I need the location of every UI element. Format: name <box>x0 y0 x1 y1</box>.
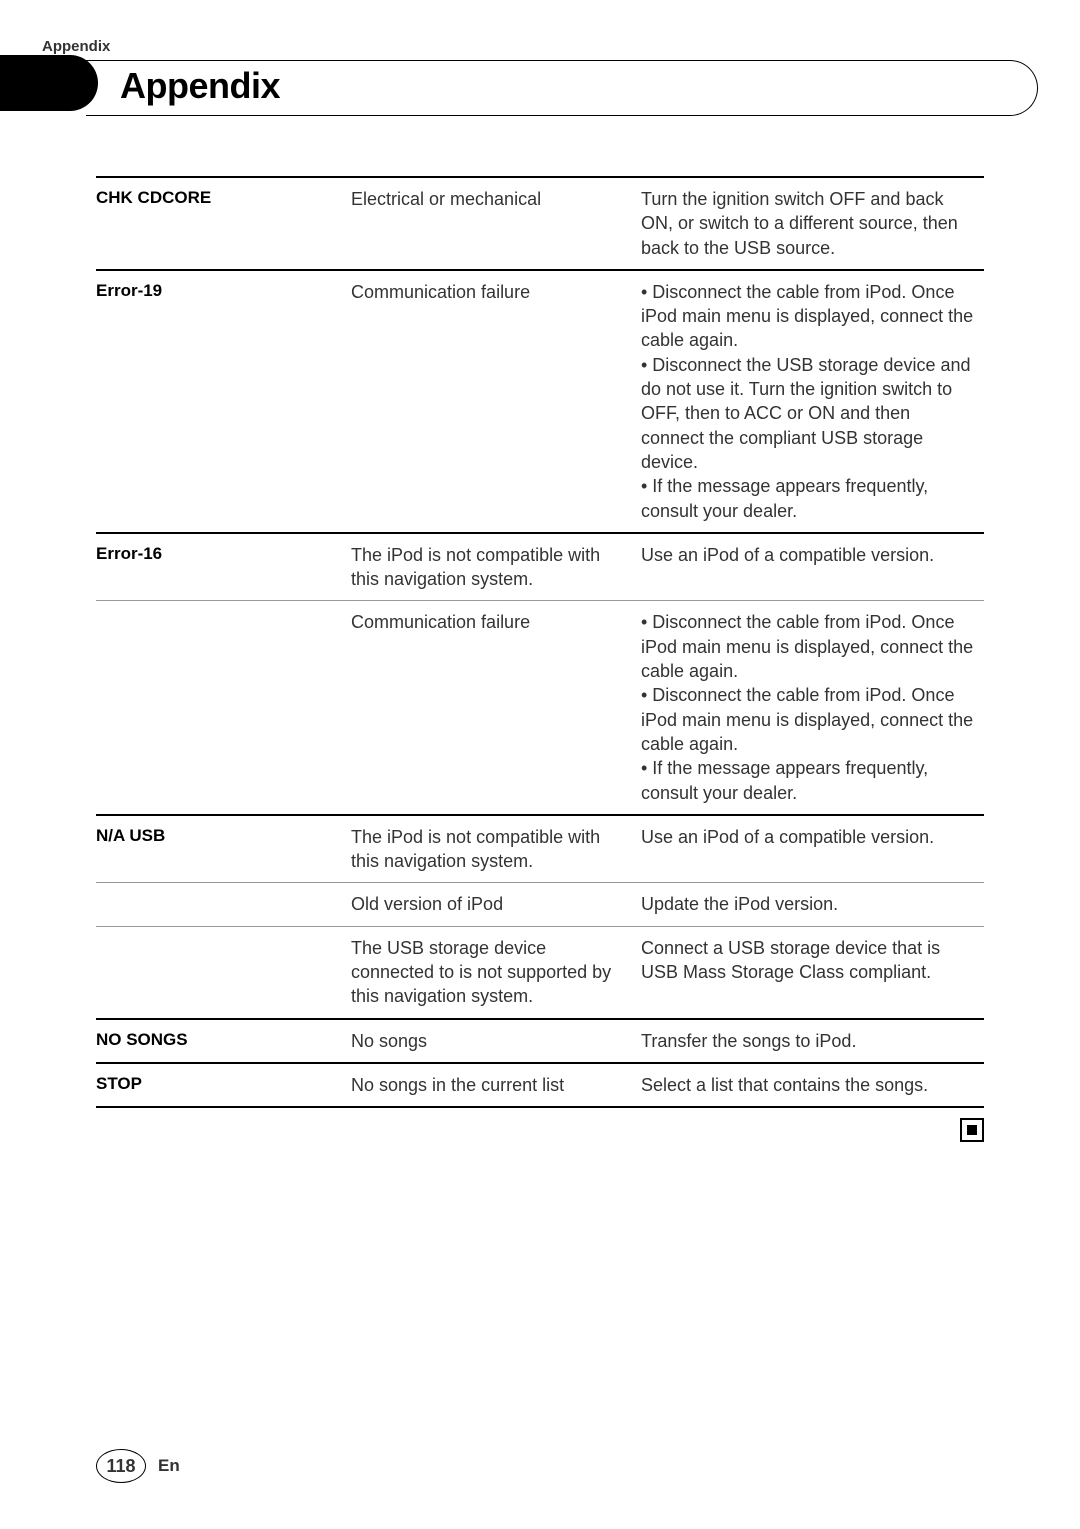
error-action: Turn the ignition switch OFF and back ON… <box>641 177 984 270</box>
error-code-label: CHK CDCORE <box>96 177 351 270</box>
table-row: N/A USBThe iPod is not compatible with t… <box>96 815 984 883</box>
error-code-label <box>96 601 351 815</box>
error-code-label: N/A USB <box>96 815 351 883</box>
error-action: Use an iPod of a compatible version. <box>641 815 984 883</box>
table-row: CHK CDCOREElectrical or mechanicalTurn t… <box>96 177 984 270</box>
error-action: Update the iPod version. <box>641 883 984 926</box>
table-row: The USB storage device connected to is n… <box>96 926 984 1018</box>
stop-icon <box>960 1118 984 1142</box>
page-number: 118 <box>96 1449 146 1483</box>
error-code-label: Error-16 <box>96 533 351 601</box>
header-tab <box>0 55 98 111</box>
title-container: Appendix <box>86 60 1038 116</box>
error-cause: Old version of iPod <box>351 883 641 926</box>
error-action: Transfer the songs to iPod. <box>641 1019 984 1063</box>
error-code-label <box>96 926 351 1018</box>
table-row: Error-19Communication failure• Disconnec… <box>96 270 984 533</box>
error-code-label: Error-19 <box>96 270 351 533</box>
error-action: Use an iPod of a compatible version. <box>641 533 984 601</box>
error-cause: No songs in the current list <box>351 1063 641 1107</box>
error-cause: The iPod is not compatible with this nav… <box>351 533 641 601</box>
error-action: • Disconnect the cable from iPod. Once i… <box>641 270 984 533</box>
error-cause: The iPod is not compatible with this nav… <box>351 815 641 883</box>
error-code-label <box>96 883 351 926</box>
error-code-label: NO SONGS <box>96 1019 351 1063</box>
error-table: CHK CDCOREElectrical or mechanicalTurn t… <box>96 176 984 1108</box>
end-section-icon <box>96 1118 984 1142</box>
error-cause: Electrical or mechanical <box>351 177 641 270</box>
error-code-label: STOP <box>96 1063 351 1107</box>
table-row: NO SONGSNo songsTransfer the songs to iP… <box>96 1019 984 1063</box>
table-row: STOPNo songs in the current listSelect a… <box>96 1063 984 1107</box>
error-action: Select a list that contains the songs. <box>641 1063 984 1107</box>
error-action: • Disconnect the cable from iPod. Once i… <box>641 601 984 815</box>
header-label: Appendix <box>42 38 1080 55</box>
error-cause: Communication failure <box>351 601 641 815</box>
page-header: Appendix Appendix <box>0 0 1080 116</box>
page-title: Appendix <box>120 65 280 107</box>
table-row: Error-16The iPod is not compatible with … <box>96 533 984 601</box>
language-code: En <box>158 1456 180 1476</box>
error-action: Connect a USB storage device that is USB… <box>641 926 984 1018</box>
table-row: Communication failure• Disconnect the ca… <box>96 601 984 815</box>
error-cause: The USB storage device connected to is n… <box>351 926 641 1018</box>
error-cause: Communication failure <box>351 270 641 533</box>
page-footer: 118 En <box>96 1449 180 1483</box>
table-row: Old version of iPodUpdate the iPod versi… <box>96 883 984 926</box>
content-area: CHK CDCOREElectrical or mechanicalTurn t… <box>96 176 984 1142</box>
error-cause: No songs <box>351 1019 641 1063</box>
